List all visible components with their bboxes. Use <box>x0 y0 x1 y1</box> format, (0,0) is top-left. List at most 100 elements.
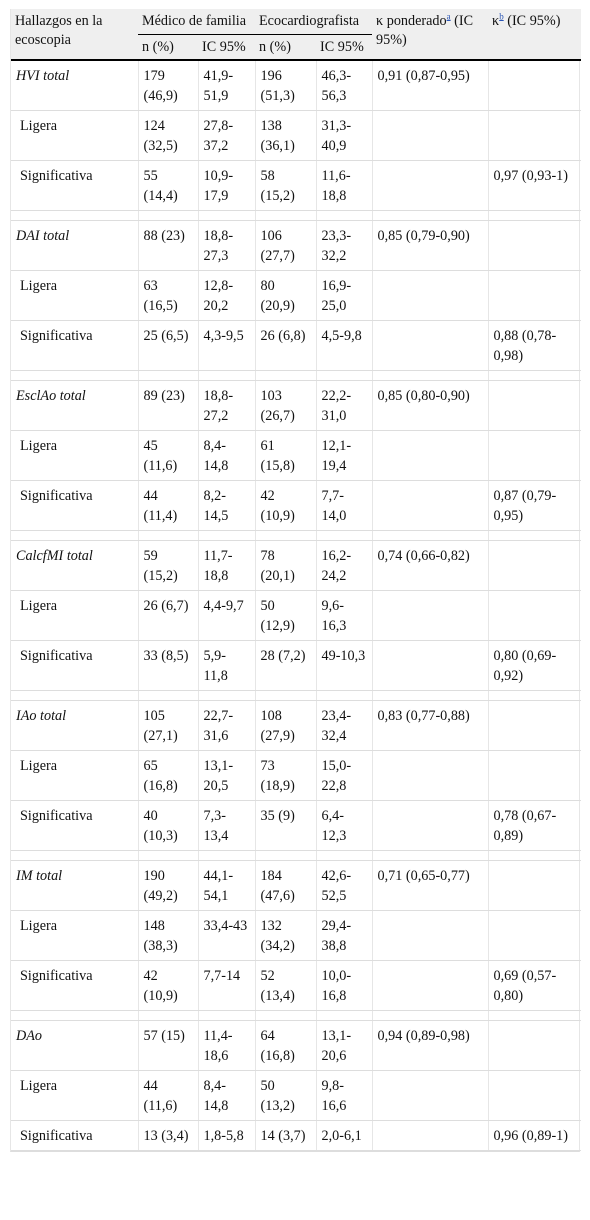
eco-ic: 7,7-14,0 <box>316 480 373 531</box>
kappa-ponderado-value <box>372 270 489 321</box>
separator-cell <box>372 210 489 221</box>
separator-cell <box>488 850 582 861</box>
header-ecocardiografista: Ecocardiografista <box>255 9 373 35</box>
separator-cell <box>316 210 373 221</box>
eco-n: 184 (47,6) <box>255 860 317 911</box>
eco-n: 52 (13,4) <box>255 960 317 1011</box>
eco-ic: 12,1-19,4 <box>316 430 373 481</box>
header-medico-familia: Médico de familia <box>138 9 256 35</box>
separator-cell <box>488 370 582 381</box>
row-label: Significativa <box>11 480 139 531</box>
separator-cell <box>372 1010 489 1021</box>
medico-n: 42 (10,9) <box>138 960 199 1011</box>
footnote-a-link[interactable]: a <box>446 11 451 22</box>
separator-cell <box>316 850 373 861</box>
medico-n: 63 (16,5) <box>138 270 199 321</box>
eco-ic: 31,3-40,9 <box>316 110 373 161</box>
eco-n: 35 (9) <box>255 800 317 851</box>
kappa-label: κ <box>492 13 500 29</box>
kappa-value <box>488 860 582 911</box>
table-row: Ligera 148 (38,3) 33,4-43 132 (34,2) 29,4-38… <box>11 910 582 961</box>
group-separator <box>11 1010 582 1021</box>
agreement-table: Hallazgos en la ecoscopia Médico de fami… <box>11 9 582 1151</box>
kappa-value <box>488 110 582 161</box>
medico-n: 148 (38,3) <box>138 910 199 961</box>
kappa-value <box>488 380 582 431</box>
kappa-value <box>488 1070 582 1121</box>
row-label: Ligera <box>11 910 139 961</box>
medico-ic: 22,7-31,6 <box>198 700 256 751</box>
row-label: CalcfMI total <box>11 540 139 591</box>
group-separator <box>11 690 582 701</box>
table-body: HVI total 179 (46,9) 41,9-51,9 196 (51,3) 46… <box>11 60 582 1151</box>
medico-n: 179 (46,9) <box>138 60 199 111</box>
eco-ic: 16,9-25,0 <box>316 270 373 321</box>
eco-ic: 9,6-16,3 <box>316 590 373 641</box>
medico-ic: 8,4-14,8 <box>198 1070 256 1121</box>
eco-ic: 10,0-16,8 <box>316 960 373 1011</box>
medico-n: 59 (15,2) <box>138 540 199 591</box>
separator-cell <box>372 690 489 701</box>
kappa-value <box>488 750 582 801</box>
table-frame: Hallazgos en la ecoscopia Médico de fami… <box>10 9 582 1152</box>
subheader-ec-ic: IC 95% <box>316 34 373 61</box>
eco-n: 80 (20,9) <box>255 270 317 321</box>
medico-n: 105 (27,1) <box>138 700 199 751</box>
separator-cell <box>198 850 256 861</box>
kappa-value <box>488 60 582 111</box>
separator-cell <box>11 210 139 221</box>
eco-ic: 46,3-56,3 <box>316 60 373 111</box>
separator-cell <box>138 1010 199 1021</box>
kappa-value <box>488 910 582 961</box>
medico-ic: 18,8-27,2 <box>198 380 256 431</box>
separator-cell <box>488 690 582 701</box>
separator-cell <box>488 210 582 221</box>
kappa-value: 0,97 (0,93-1) <box>488 160 582 211</box>
medico-n: 89 (23) <box>138 380 199 431</box>
table-row-total: HVI total 179 (46,9) 41,9-51,9 196 (51,3) 46… <box>11 60 582 111</box>
separator-cell <box>255 530 317 541</box>
medico-n: 55 (14,4) <box>138 160 199 211</box>
separator-cell <box>138 370 199 381</box>
separator-cell <box>316 370 373 381</box>
eco-ic: 15,0-22,8 <box>316 750 373 801</box>
eco-n: 132 (34,2) <box>255 910 317 961</box>
medico-ic: 18,8-27,3 <box>198 220 256 271</box>
kappa-value <box>488 430 582 481</box>
kappa-value <box>488 700 582 751</box>
eco-ic: 23,3-32,2 <box>316 220 373 271</box>
kappa-ponderado-value <box>372 160 489 211</box>
kappa-ponderado-value <box>372 960 489 1011</box>
eco-ic: 11,6-18,8 <box>316 160 373 211</box>
separator-cell <box>488 1010 582 1021</box>
separator-cell <box>488 530 582 541</box>
medico-ic: 7,7-14 <box>198 960 256 1011</box>
medico-ic: 1,8-5,8 <box>198 1120 256 1151</box>
table-row-total: DAI total 88 (23) 18,8-27,3 106 (27,7) 23,3-… <box>11 220 582 271</box>
medico-ic: 33,4-43 <box>198 910 256 961</box>
group-separator <box>11 370 582 381</box>
eco-n: 73 (18,9) <box>255 750 317 801</box>
eco-n: 138 (36,1) <box>255 110 317 161</box>
eco-n: 108 (27,9) <box>255 700 317 751</box>
kappa-ponderado-value <box>372 800 489 851</box>
medico-n: 13 (3,4) <box>138 1120 199 1151</box>
table-row: Significativa 44 (11,4) 8,2-14,5 42 (10,9) 7… <box>11 480 582 531</box>
subheader-mf-n: n (%) <box>138 34 198 61</box>
separator-cell <box>11 690 139 701</box>
eco-n: 26 (6,8) <box>255 320 317 371</box>
separator-cell <box>372 850 489 861</box>
table-row: Significativa 55 (14,4) 10,9-17,9 58 (15,2)… <box>11 160 582 211</box>
eco-ic: 42,6-52,5 <box>316 860 373 911</box>
medico-ic: 7,3-13,4 <box>198 800 256 851</box>
kappa-ponderado-value <box>372 590 489 641</box>
medico-ic: 12,8-20,2 <box>198 270 256 321</box>
kappa-value: 0,69 (0,57-0,80) <box>488 960 582 1011</box>
row-label: Significativa <box>11 960 139 1011</box>
eco-n: 78 (20,1) <box>255 540 317 591</box>
kappa-ponderado-value: 0,94 (0,89-0,98) <box>372 1020 489 1071</box>
medico-ic: 41,9-51,9 <box>198 60 256 111</box>
separator-cell <box>138 210 199 221</box>
footnote-b-link[interactable]: b <box>499 11 504 22</box>
medico-n: 45 (11,6) <box>138 430 199 481</box>
